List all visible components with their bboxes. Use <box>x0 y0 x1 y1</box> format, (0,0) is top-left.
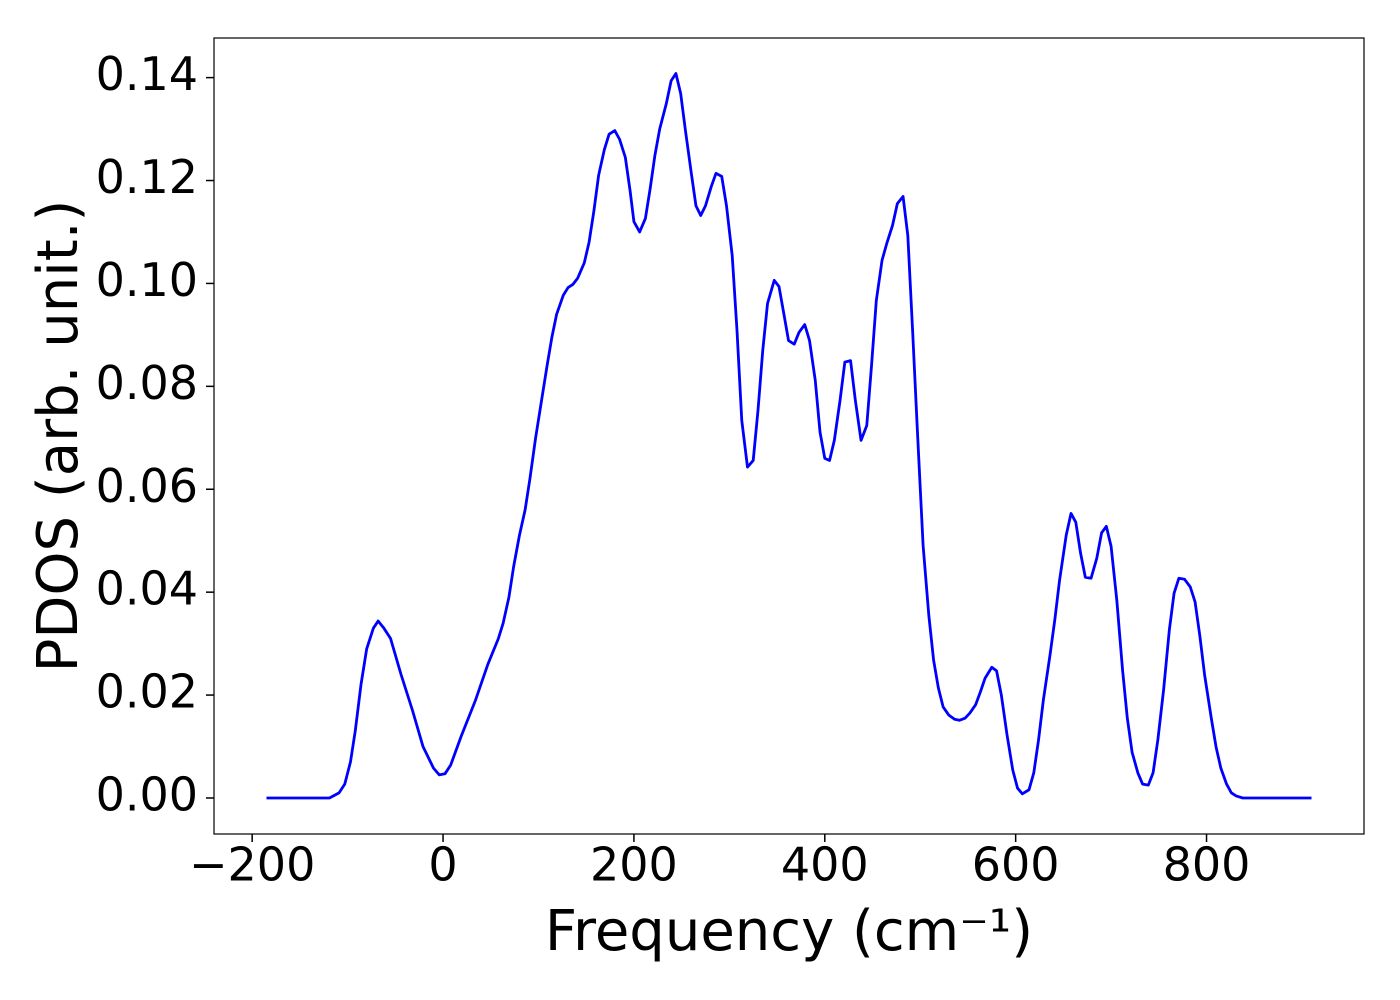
data-line <box>266 72 1312 800</box>
y-tick-label: 0.08 <box>96 356 198 410</box>
y-axis-label: PDOS (arb. unit.) <box>26 200 91 673</box>
y-tick-label: 0.12 <box>96 150 198 204</box>
y-tick-label: 0.04 <box>96 562 198 616</box>
y-tick-label: 0.06 <box>96 459 198 513</box>
x-tick-label: 800 <box>1163 838 1251 892</box>
x-tick-label: 400 <box>781 838 869 892</box>
y-tick-label: 0.14 <box>96 47 198 101</box>
x-tick-label: 0 <box>428 838 457 892</box>
plot-frame <box>213 37 1365 835</box>
y-tick-label: 0.02 <box>96 665 198 719</box>
y-tick-label: 0.00 <box>96 767 198 821</box>
y-tick-label: 0.10 <box>96 253 198 307</box>
x-tick-label: −200 <box>189 838 315 892</box>
x-tick-label: 600 <box>972 838 1060 892</box>
x-axis-label: Frequency (cm⁻¹) <box>545 899 1033 964</box>
x-tick-label: 200 <box>590 838 678 892</box>
